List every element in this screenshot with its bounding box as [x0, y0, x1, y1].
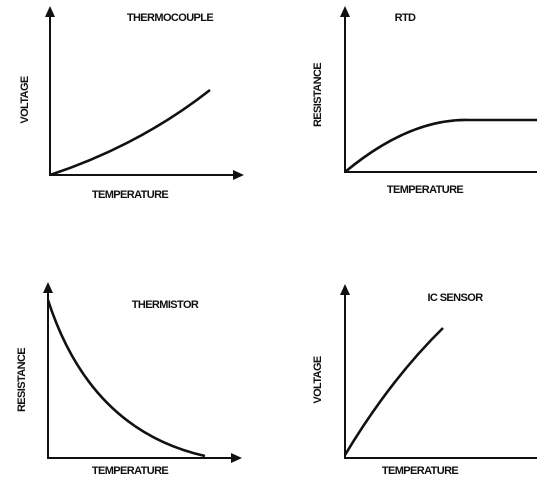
axes	[344, 292, 537, 459]
y-label: RESISTANCE	[312, 63, 324, 127]
arrow	[45, 6, 55, 17]
panel-thermistor: THERMISTOR RESISTANCE TEMPERATURE	[16, 282, 242, 477]
arrow	[231, 453, 242, 463]
y-label: RESISTANCE	[16, 348, 28, 412]
axes	[47, 290, 234, 459]
arrow	[43, 282, 53, 293]
axes	[344, 14, 537, 173]
curve	[49, 88, 211, 177]
axes	[49, 14, 236, 176]
panel-title: RTD	[395, 12, 416, 24]
curve	[343, 327, 444, 456]
y-label: VOLTAGE	[19, 76, 31, 124]
panel-title: THERMISTOR	[132, 299, 199, 311]
y-label: VOLTAGE	[312, 356, 324, 404]
arrow	[340, 284, 350, 295]
arrow	[340, 6, 350, 17]
panel-title: THERMOCOUPLE	[127, 12, 214, 24]
panel-ic-sensor: IC SENSOR VOLTAGE TEMPERATURE	[312, 284, 537, 477]
panel-thermocouple: THERMOCOUPLE VOLTAGE TEMPERATURE	[19, 6, 244, 201]
panel-rtd: RTD RESISTANCE TEMPERATURE	[312, 6, 537, 196]
x-label: TEMPERATURE	[92, 465, 169, 477]
x-label: TEMPERATURE	[92, 189, 169, 201]
x-label: TEMPERATURE	[387, 184, 464, 196]
curve	[46, 299, 206, 458]
panel-title: IC SENSOR	[427, 292, 483, 304]
x-label: TEMPERATURE	[382, 465, 459, 477]
curve	[344, 118, 537, 174]
arrow	[233, 170, 244, 180]
